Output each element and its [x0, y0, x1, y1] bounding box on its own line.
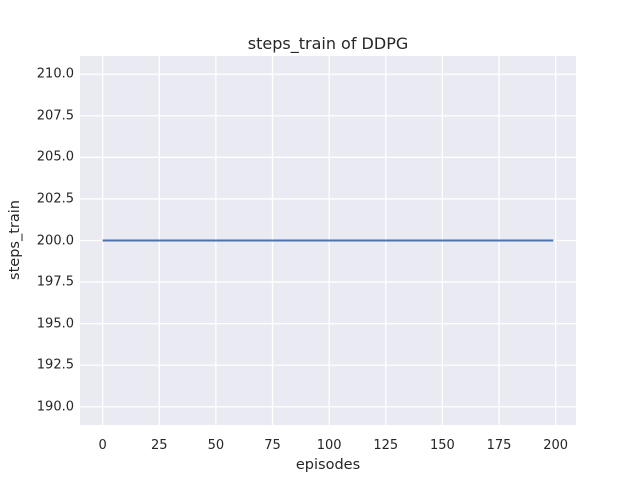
- chart-title: steps_train of DDPG: [247, 34, 409, 53]
- x-tick-label: 25: [150, 438, 168, 453]
- plot-area: [80, 56, 576, 425]
- y-tick-label: 195.0: [36, 316, 74, 332]
- y-tick-label: 210.0: [36, 66, 74, 82]
- y-tick-label: 205.0: [36, 149, 74, 165]
- x-axis-label: episodes: [295, 457, 361, 473]
- y-tick-label: 202.5: [36, 191, 74, 207]
- x-tick-label: 125: [373, 438, 399, 453]
- y-tick-label: 190.0: [36, 399, 74, 415]
- x-tick-label: 100: [316, 438, 342, 453]
- y-tick-label: 207.5: [36, 108, 74, 124]
- y-axis-label: steps_train: [7, 200, 23, 280]
- x-tick-label: 75: [264, 438, 281, 453]
- y-tick-label: 192.5: [36, 357, 74, 373]
- x-tick-label: 50: [207, 438, 225, 453]
- x-tick-label: 175: [486, 438, 512, 453]
- y-tick-label: 197.5: [36, 274, 74, 290]
- x-tick-label: 200: [543, 438, 569, 453]
- x-tick-label: 0: [98, 438, 107, 453]
- y-tick-label: 200.0: [36, 233, 74, 248]
- x-tick-label: 150: [429, 438, 455, 453]
